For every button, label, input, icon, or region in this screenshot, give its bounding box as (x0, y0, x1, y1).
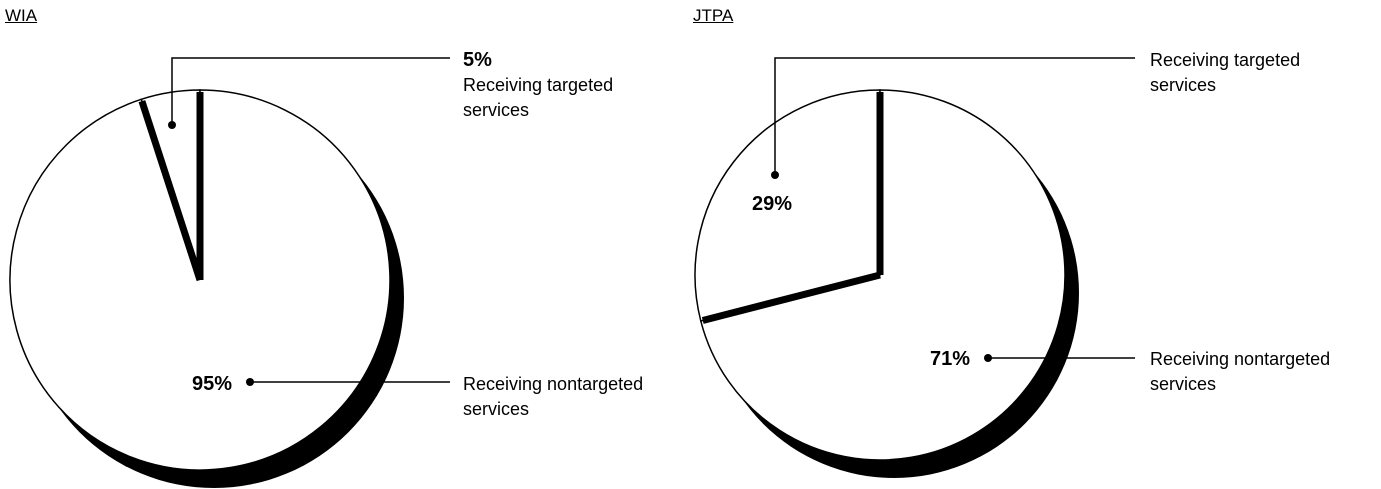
value-label: 29% (752, 193, 793, 215)
leader-dot (771, 171, 779, 179)
chart-title: JTPA (693, 6, 734, 25)
category-label: Receiving nontargeted services (463, 374, 644, 419)
value-label: 95% (191, 373, 232, 395)
leader-line (171, 57, 450, 125)
category-label: Receiving targeted services (463, 75, 614, 120)
slice-edge (701, 271, 881, 324)
pie-slice (694, 89, 881, 322)
value-label: 71% (929, 348, 970, 370)
leader-dot (984, 354, 992, 362)
slice-edge (138, 100, 204, 282)
leader-dot (168, 121, 176, 129)
value-label: 5% (463, 49, 492, 71)
category-label: Receiving nontargeted services (1150, 349, 1331, 394)
category-label: Receiving targeted services (1150, 50, 1301, 95)
chart-title: WIA (5, 6, 38, 25)
leader-dot (246, 378, 254, 386)
leader-line (774, 57, 1135, 175)
